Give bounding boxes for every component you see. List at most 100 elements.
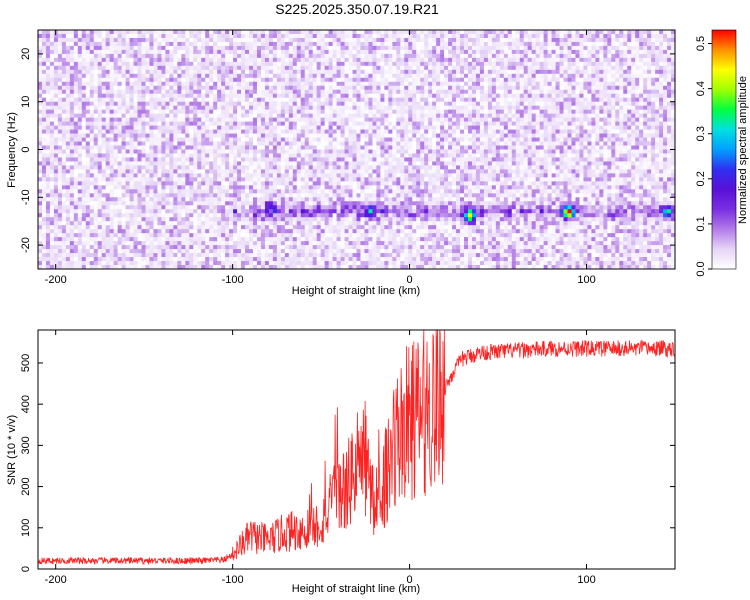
heatmap-cell xyxy=(571,85,576,91)
heatmap-cell xyxy=(153,149,158,154)
heatmap-cell xyxy=(340,49,345,55)
heatmap-cell xyxy=(201,121,206,126)
heatmap-cell xyxy=(129,61,134,67)
heatmap-cell xyxy=(137,37,142,43)
heatmap-cell xyxy=(105,65,111,71)
heatmap-cell xyxy=(551,113,556,119)
heatmap-cell xyxy=(587,30,592,35)
heatmap-cell xyxy=(157,65,162,71)
heatmap-cell xyxy=(157,93,162,99)
heatmap-cell xyxy=(404,69,409,75)
heatmap-cell xyxy=(153,69,158,75)
heatmap-cell xyxy=(627,33,632,39)
heatmap-cell xyxy=(384,85,389,91)
heatmap-cell xyxy=(543,77,548,83)
heatmap-cell xyxy=(205,81,210,87)
heatmap-cell xyxy=(49,89,55,95)
heatmap-cell xyxy=(209,109,214,115)
heatmap-cell xyxy=(332,105,337,111)
heatmap-cell xyxy=(141,125,146,130)
heatmap-cell xyxy=(448,73,453,79)
heatmap-cell xyxy=(579,109,584,115)
heatmap-cell xyxy=(631,81,636,87)
heatmap-cell xyxy=(260,33,266,39)
heatmap-cell xyxy=(356,53,361,59)
heatmap-cell xyxy=(479,113,485,119)
heatmap-cell xyxy=(555,149,560,154)
heatmap-cell xyxy=(519,121,525,126)
heatmap-cell xyxy=(352,113,357,119)
heatmap-cell xyxy=(41,41,47,47)
heatmap-cell xyxy=(515,129,521,134)
heatmap-cell xyxy=(65,137,71,142)
heatmap-cell xyxy=(137,69,142,75)
heatmap-cell xyxy=(519,109,525,115)
heatmap-cell xyxy=(73,41,79,47)
heatmap-cell xyxy=(173,141,178,146)
heatmap-cell xyxy=(539,45,545,51)
heatmap-cell xyxy=(647,101,652,107)
heatmap-cell xyxy=(288,61,294,67)
heatmap-cell xyxy=(531,93,537,99)
heatmap-cell xyxy=(245,69,250,75)
heatmap-cell xyxy=(308,85,314,91)
heatmap-cell xyxy=(607,109,612,115)
heatmap-cell xyxy=(201,145,206,150)
heatmap-cell xyxy=(571,37,576,43)
heatmap-cell xyxy=(81,97,87,103)
heatmap-cell xyxy=(655,97,660,103)
heatmap-cell xyxy=(667,89,672,95)
heatmap-cell xyxy=(595,133,600,138)
heatmap-cell xyxy=(201,97,206,103)
heatmap-cell xyxy=(671,89,676,95)
heatmap-cell xyxy=(141,145,146,150)
heatmap-cell xyxy=(324,53,330,59)
heatmap-cell xyxy=(376,77,381,83)
heatmap-cell xyxy=(575,33,580,39)
heatmap-cell xyxy=(412,61,417,67)
heatmap-cell xyxy=(587,109,592,115)
heatmap-cell xyxy=(221,101,226,107)
heatmap-cell xyxy=(563,57,568,63)
heatmap-cell xyxy=(440,141,445,146)
heatmap-cell xyxy=(663,97,668,103)
heatmap-cell xyxy=(296,97,302,103)
heatmap-cell xyxy=(89,65,95,71)
heatmap-cell xyxy=(364,81,369,87)
heatmap-cell xyxy=(400,93,405,99)
heatmap-cell xyxy=(284,33,290,39)
heatmap-cell xyxy=(380,65,385,71)
heatmap-cell xyxy=(300,121,306,126)
heatmap-cell xyxy=(667,49,672,55)
heatmap-cell xyxy=(368,117,373,123)
heatmap-cell xyxy=(53,137,59,142)
heatmap-cell xyxy=(201,61,206,67)
heatmap-cell xyxy=(400,101,405,107)
heatmap-cell xyxy=(316,69,322,75)
heatmap-cell xyxy=(352,41,357,47)
heatmap-cell xyxy=(368,133,373,138)
heatmap-cell xyxy=(563,77,568,83)
heatmap-cell xyxy=(336,41,341,47)
heatmap-cell xyxy=(149,41,154,47)
heatmap-cell xyxy=(527,30,533,35)
heatmap-cell xyxy=(647,125,652,130)
heatmap-cell xyxy=(432,129,437,134)
heatmap-cell xyxy=(460,101,465,107)
heatmap-cell xyxy=(221,97,226,103)
heatmap-cell xyxy=(527,93,533,99)
heatmap-cell xyxy=(137,77,142,83)
heatmap-cell xyxy=(360,125,365,130)
heatmap-cell xyxy=(137,109,142,115)
heatmap-cell xyxy=(312,73,318,79)
heatmap-cell xyxy=(563,37,568,43)
heatmap-cell xyxy=(639,129,644,134)
heatmap-cell xyxy=(181,89,186,95)
heatmap-cell xyxy=(448,133,453,138)
heatmap-cell xyxy=(324,97,330,103)
heatmap-cell xyxy=(268,133,274,138)
heatmap-cell xyxy=(376,61,381,67)
heatmap-cell xyxy=(41,93,47,99)
heatmap-cell xyxy=(213,133,218,138)
heatmap-cell xyxy=(69,117,75,123)
